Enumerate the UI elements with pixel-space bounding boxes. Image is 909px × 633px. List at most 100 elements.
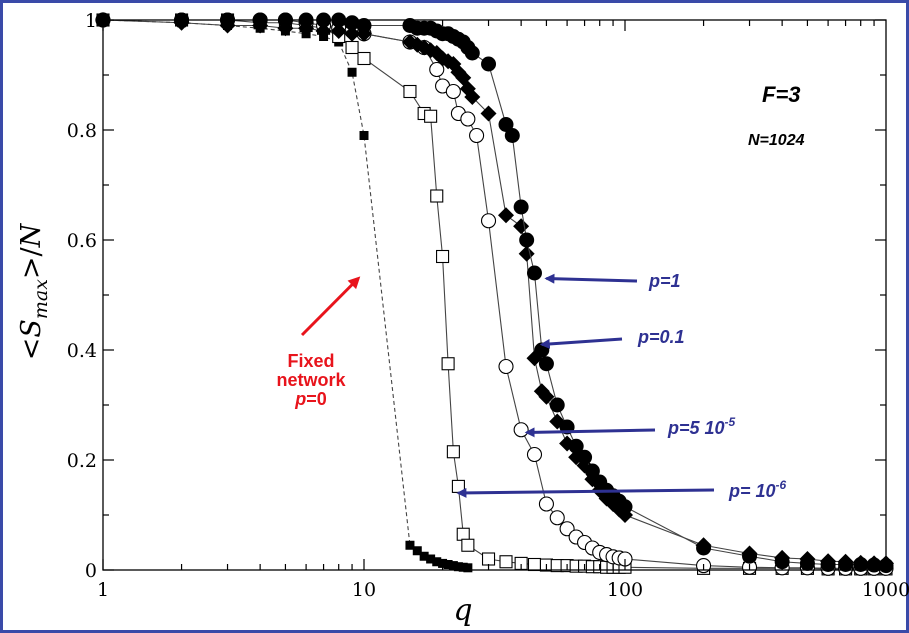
series-1-point xyxy=(436,249,450,264)
annotation-arrow-5 xyxy=(456,487,715,498)
series-4-point xyxy=(464,45,480,61)
series-4-point xyxy=(774,554,790,570)
series-0-point xyxy=(426,554,436,564)
series-1-point xyxy=(357,51,371,66)
annotation-p1e-6: p= 10-6 xyxy=(728,478,787,501)
annotation-arrow-3 xyxy=(539,337,623,349)
y-label-close: >/ xyxy=(16,246,47,279)
arrow-layer xyxy=(300,273,715,498)
series-0-point xyxy=(405,540,415,550)
series-4-point xyxy=(504,128,520,143)
series-0-point xyxy=(458,562,468,572)
y-label-open: < xyxy=(16,338,47,361)
series-0-point xyxy=(412,546,422,556)
annotation-p1: p=1 xyxy=(648,271,681,291)
series-3-point xyxy=(330,23,347,39)
series-0-point xyxy=(438,558,448,568)
annotation-fixed-network: Fixed network p=0 xyxy=(276,351,346,409)
series-4-point xyxy=(519,232,535,248)
y-tick-label: 0.6 xyxy=(67,230,97,252)
series-4-point xyxy=(577,449,593,465)
series-3-point xyxy=(464,89,481,105)
series-1-point xyxy=(430,189,444,203)
series-4-point xyxy=(481,56,497,72)
series-2-point xyxy=(469,127,485,144)
series-3-point xyxy=(480,105,497,122)
series-0-point xyxy=(453,562,463,572)
y-tick-label: 0.4 xyxy=(67,340,97,362)
fixed-network-line-3: p=0 xyxy=(294,389,327,409)
series-1-point xyxy=(499,555,513,569)
series-4-point xyxy=(526,265,542,281)
y-label-s: S xyxy=(16,319,47,338)
series-1-point xyxy=(456,527,470,541)
series-0-point xyxy=(443,560,453,569)
annotation-p01-group: p=0.1 xyxy=(637,327,685,347)
series-3-point xyxy=(513,218,530,235)
annotation-arrow-6 xyxy=(300,276,361,337)
x-tick-label: 1000 xyxy=(862,579,909,601)
series-2-point xyxy=(460,111,476,127)
annotation-p01: p=0.1 xyxy=(637,327,685,347)
series-0-line xyxy=(102,19,468,569)
annotation-arrow-4 xyxy=(524,427,656,438)
series-4-point xyxy=(498,117,514,132)
series-2-point xyxy=(429,61,445,78)
series-4-point xyxy=(617,499,633,515)
tick-layer: 1 10 100 1000 0 0.2 0.4 0.6 0.8 1 xyxy=(67,10,909,601)
series-4-point xyxy=(799,555,815,571)
series-0-point xyxy=(448,561,458,571)
series-4-point xyxy=(538,356,554,372)
series-1-point xyxy=(345,40,359,55)
fixed-network-p: p xyxy=(294,389,306,409)
series-3-point xyxy=(315,23,332,39)
annotation-p1e-6-exp: -6 xyxy=(776,478,787,492)
series-2-point xyxy=(480,213,497,229)
series-4-point xyxy=(742,548,758,564)
y-tick-label: 0 xyxy=(85,560,97,582)
series-2-point xyxy=(549,510,565,526)
series-3-point xyxy=(518,245,535,262)
series-4-point xyxy=(584,463,600,479)
x-tick-label: 1 xyxy=(97,579,109,601)
series-1-point xyxy=(403,84,417,99)
y-label-sub: max xyxy=(30,279,52,319)
series-1-point xyxy=(461,538,475,552)
series-0-point xyxy=(463,563,473,573)
annotation-p5e-5-exp: -5 xyxy=(725,415,736,429)
annotation-n: N=1024 xyxy=(748,132,805,149)
series-1-point xyxy=(446,445,460,459)
series-4-point xyxy=(568,438,584,454)
x-tick-label: 100 xyxy=(607,579,643,601)
series-4-point xyxy=(696,540,712,556)
annotation-f: F=3 xyxy=(762,82,801,107)
annotation-arrow-2 xyxy=(544,273,638,284)
series-3-point xyxy=(344,25,361,42)
fixed-network-line-1: Fixed xyxy=(287,351,334,371)
annotation-p1e-6-base: p= 10 xyxy=(728,481,776,501)
series-3-point xyxy=(498,207,515,224)
series-1-point xyxy=(527,557,542,572)
x-axis-label: q xyxy=(453,593,472,628)
fixed-network-eq: =0 xyxy=(306,389,327,409)
series-1-point xyxy=(441,357,455,371)
x-tick-label: 10 xyxy=(352,579,376,601)
series-0-point xyxy=(347,67,357,77)
series-2-point xyxy=(538,496,554,512)
annotation-p5e-5-base: p=5 10 xyxy=(667,418,725,438)
series-4-point xyxy=(513,199,529,215)
series-2-point xyxy=(513,422,529,438)
fixed-network-line-2: network xyxy=(276,370,346,390)
y-label-n: N xyxy=(16,222,47,248)
y-tick-label: 1 xyxy=(85,10,97,32)
series-1-point xyxy=(481,552,496,566)
y-tick-label: 0.8 xyxy=(67,120,97,142)
series-2-point xyxy=(526,446,543,463)
annotation-p5e-5: p=5 10-5 xyxy=(667,415,736,438)
series-0-point xyxy=(432,557,442,567)
y-axis-label: <Smax>/N xyxy=(16,222,52,360)
series-2-point xyxy=(445,83,461,100)
series-0-point xyxy=(359,131,369,140)
